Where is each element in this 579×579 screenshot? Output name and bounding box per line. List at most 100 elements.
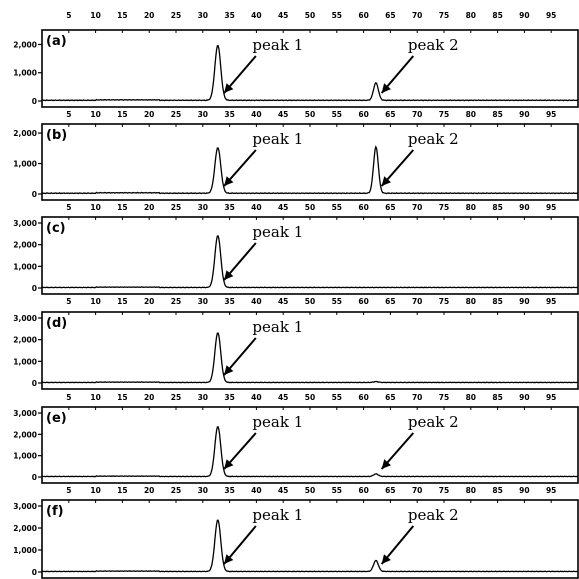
x-tick-label: 30 [198, 393, 208, 402]
x-tick-label: 65 [385, 393, 395, 402]
x-tick-label: 60 [358, 393, 368, 402]
y-tick-label: 3,000 [13, 314, 37, 323]
plot-frame [41, 216, 579, 295]
panel-label: (f) [46, 504, 64, 519]
x-tick-label: 20 [144, 393, 154, 402]
x-tick-label: 40 [251, 486, 261, 495]
x-tick-label: 40 [251, 297, 261, 306]
x-tick-label: 65 [385, 297, 395, 306]
x-tick-label: 85 [492, 297, 502, 306]
chromatogram-trace [41, 145, 579, 195]
x-tick-label: 85 [492, 486, 502, 495]
x-tick-label: 5 [66, 203, 71, 212]
x-tick-label: 45 [278, 110, 288, 119]
y-tick-label: 0 [32, 284, 37, 293]
peak-2-label: peak 2 [408, 36, 459, 54]
x-tick-label: 15 [117, 393, 127, 402]
x-tick-label: 85 [492, 393, 502, 402]
x-tick-label: 80 [466, 110, 476, 119]
x-tick-label: 75 [439, 110, 449, 119]
y-tick-label: 3,000 [13, 219, 37, 228]
x-tick-label: 50 [305, 486, 315, 495]
panel-d: 5 10 15 20 25 30 35 40 45 50 55 60 65 70 75 80 85 90 95 0 1,… [13, 297, 579, 390]
peak-1-label: peak 1 [252, 36, 303, 54]
annotation-arrow-head [381, 83, 391, 93]
x-tick-label: 35 [224, 297, 234, 306]
plot-frame [41, 123, 579, 201]
panel-label: (b) [46, 128, 67, 143]
plot-frame [41, 406, 579, 484]
x-tick-label: 80 [466, 486, 476, 495]
x-tick-label: 95 [546, 203, 556, 212]
plot-frame [41, 29, 579, 108]
chromatogram-trace [41, 332, 579, 384]
x-tick-label: 35 [224, 486, 234, 495]
x-tick-label: 50 [305, 393, 315, 402]
x-tick-label: 65 [385, 110, 395, 119]
x-tick-label: 70 [412, 110, 422, 119]
x-tick-label: 60 [358, 110, 368, 119]
annotation-arrow-head [224, 176, 234, 186]
plot-frame [41, 499, 579, 579]
x-tick-label: 25 [171, 297, 181, 306]
panel-label: (d) [46, 316, 67, 331]
y-tick-label: 0 [32, 568, 37, 577]
y-tick-label: 1,000 [13, 452, 37, 461]
y-tick-label: 2,000 [13, 129, 37, 138]
peak-1-label: peak 1 [252, 130, 303, 148]
x-tick-label: 20 [144, 110, 154, 119]
x-tick-label: 5 [66, 11, 71, 20]
y-tick-label: 2,000 [13, 430, 37, 439]
x-tick-label: 15 [117, 11, 127, 20]
x-tick-label: 80 [466, 11, 476, 20]
chromatogram-trace [41, 519, 579, 573]
x-tick-label: 35 [224, 11, 234, 20]
x-tick-label: 15 [117, 297, 127, 306]
peak-2-label: peak 2 [408, 413, 459, 431]
x-tick-label: 45 [278, 11, 288, 20]
x-tick-label: 35 [224, 393, 234, 402]
x-tick-label: 90 [519, 203, 529, 212]
x-tick-label: 95 [546, 11, 556, 20]
x-tick-label: 90 [519, 393, 529, 402]
x-tick-label: 65 [385, 203, 395, 212]
peak-2-label: peak 2 [408, 130, 459, 148]
x-tick-label: 45 [278, 203, 288, 212]
x-tick-label: 45 [278, 393, 288, 402]
x-tick-label: 20 [144, 297, 154, 306]
x-tick-label: 70 [412, 486, 422, 495]
annotation-arrow-head [224, 365, 234, 375]
peak-2-label: peak 2 [408, 506, 459, 524]
y-tick-label: 2,000 [13, 40, 37, 49]
x-tick-label: 55 [332, 11, 342, 20]
x-tick-label: 95 [546, 393, 556, 402]
x-tick-label: 25 [171, 203, 181, 212]
x-tick-label: 70 [412, 11, 422, 20]
x-tick-label: 10 [90, 11, 100, 20]
y-tick-label: 2,000 [13, 336, 37, 345]
peak-1-label: peak 1 [252, 413, 303, 431]
x-tick-label: 10 [90, 393, 100, 402]
annotation-arrow-head [224, 270, 234, 280]
x-tick-label: 55 [332, 297, 342, 306]
x-tick-label: 5 [66, 393, 71, 402]
x-tick-label: 15 [117, 110, 127, 119]
x-tick-label: 85 [492, 11, 502, 20]
x-tick-label: 85 [492, 110, 502, 119]
x-tick-label: 60 [358, 11, 368, 20]
x-tick-label: 10 [90, 486, 100, 495]
x-tick-label: 5 [66, 486, 71, 495]
annotation-arrow-head [381, 554, 391, 564]
x-tick-label: 15 [117, 486, 127, 495]
panel-f: 5 10 15 20 25 30 35 40 45 50 55 60 65 70 75 80 85 90 95 0 1,… [13, 486, 579, 579]
x-tick-label: 30 [198, 11, 208, 20]
x-tick-label: 30 [198, 110, 208, 119]
x-tick-label: 25 [171, 486, 181, 495]
x-tick-label: 90 [519, 11, 529, 20]
x-tick-label: 45 [278, 297, 288, 306]
x-tick-label: 95 [546, 110, 556, 119]
chromatogram-trace [41, 426, 579, 478]
annotation-arrow-head [381, 459, 391, 469]
y-tick-label: 1,000 [13, 69, 37, 78]
